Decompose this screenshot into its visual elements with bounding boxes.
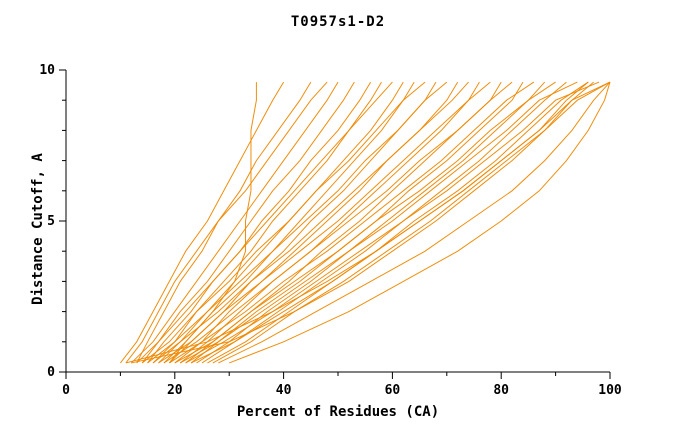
model-curve-27 bbox=[207, 81, 589, 364]
x-tick-label: 100 bbox=[598, 383, 622, 398]
model-curve-8 bbox=[152, 81, 382, 364]
x-tick-label: 80 bbox=[493, 383, 509, 398]
y-axis-label: Distance Cutoff, A bbox=[30, 153, 46, 305]
model-curve-11 bbox=[163, 81, 415, 364]
model-curve-32 bbox=[229, 81, 611, 364]
chart-title: T0957s1-D2 bbox=[290, 14, 386, 30]
model-curve-15 bbox=[174, 81, 459, 364]
model-curve-25 bbox=[201, 81, 567, 364]
model-curve-29 bbox=[212, 81, 611, 364]
model-curve-2 bbox=[120, 81, 285, 364]
model-curve-5 bbox=[130, 81, 339, 364]
model-curve-9 bbox=[136, 81, 393, 364]
y-tick-label: 5 bbox=[47, 214, 55, 229]
x-tick-label: 20 bbox=[167, 383, 183, 398]
x-tick-label: 60 bbox=[385, 383, 401, 398]
model-curve-20 bbox=[163, 81, 513, 364]
model-curve-17 bbox=[179, 81, 480, 364]
model-curve-7 bbox=[147, 81, 372, 364]
model-curve-6 bbox=[141, 81, 355, 364]
x-tick-label: 40 bbox=[276, 383, 292, 398]
model-curve-23 bbox=[196, 81, 546, 364]
model-curve-16 bbox=[152, 81, 469, 364]
model-curve-33 bbox=[131, 81, 594, 364]
model-curve-26 bbox=[179, 81, 578, 364]
model-curve-31 bbox=[218, 81, 611, 364]
model-curve-13 bbox=[169, 81, 437, 364]
model-curve-14 bbox=[147, 81, 448, 364]
x-axis-label: Percent of Residues (CA) bbox=[236, 404, 440, 420]
y-tick-label: 10 bbox=[39, 63, 55, 78]
x-tick-label: 0 bbox=[62, 383, 70, 398]
model-curve-12 bbox=[141, 81, 426, 364]
y-tick-label: 0 bbox=[47, 365, 55, 380]
model-curve-34 bbox=[125, 81, 589, 364]
model-curve-18 bbox=[158, 81, 491, 364]
model-curve-21 bbox=[190, 81, 524, 364]
model-curve-24 bbox=[174, 81, 556, 364]
model-curve-4 bbox=[125, 81, 328, 364]
model-curve-28 bbox=[185, 81, 600, 364]
model-curve-22 bbox=[169, 81, 535, 364]
